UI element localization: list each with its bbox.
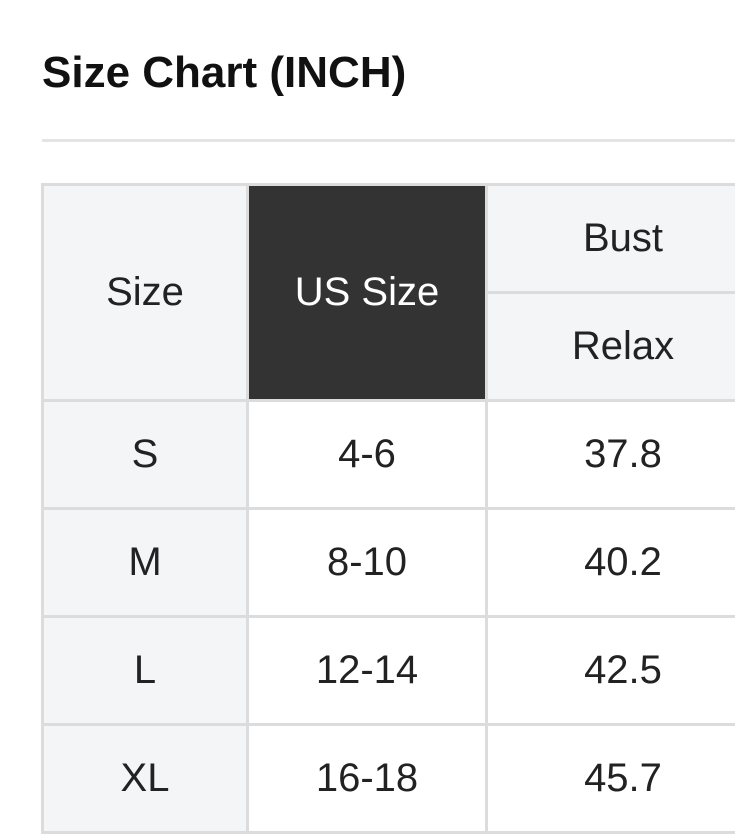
header-relax: Relax (485, 291, 735, 402)
cell-size: M (41, 507, 249, 618)
divider (42, 139, 735, 142)
page-title: Size Chart (INCH) (42, 48, 407, 97)
table-row: XL 16-18 45.7 (41, 723, 735, 834)
table-row: L 12-14 42.5 (41, 615, 735, 726)
cell-bust: 40.2 (485, 507, 735, 618)
table-row: S 4-6 37.8 (41, 399, 735, 510)
cell-us-size: 12-14 (246, 615, 488, 726)
size-chart-table: Size US Size Bust Relax S 4-6 37.8 M 8-10 40… (41, 183, 735, 834)
header-size: Size (41, 183, 249, 402)
cell-us-size: 16-18 (246, 723, 488, 834)
header-bust: Bust (485, 183, 735, 294)
cell-size: L (41, 615, 249, 726)
cell-us-size: 4-6 (246, 399, 488, 510)
cell-bust: 37.8 (485, 399, 735, 510)
cell-size: XL (41, 723, 249, 834)
table-row: M 8-10 40.2 (41, 507, 735, 618)
header-row: Size US Size Bust (41, 183, 735, 402)
cell-size: S (41, 399, 249, 510)
header-us-size: US Size (246, 183, 488, 402)
cell-us-size: 8-10 (246, 507, 488, 618)
cell-bust: 42.5 (485, 615, 735, 726)
cell-bust: 45.7 (485, 723, 735, 834)
